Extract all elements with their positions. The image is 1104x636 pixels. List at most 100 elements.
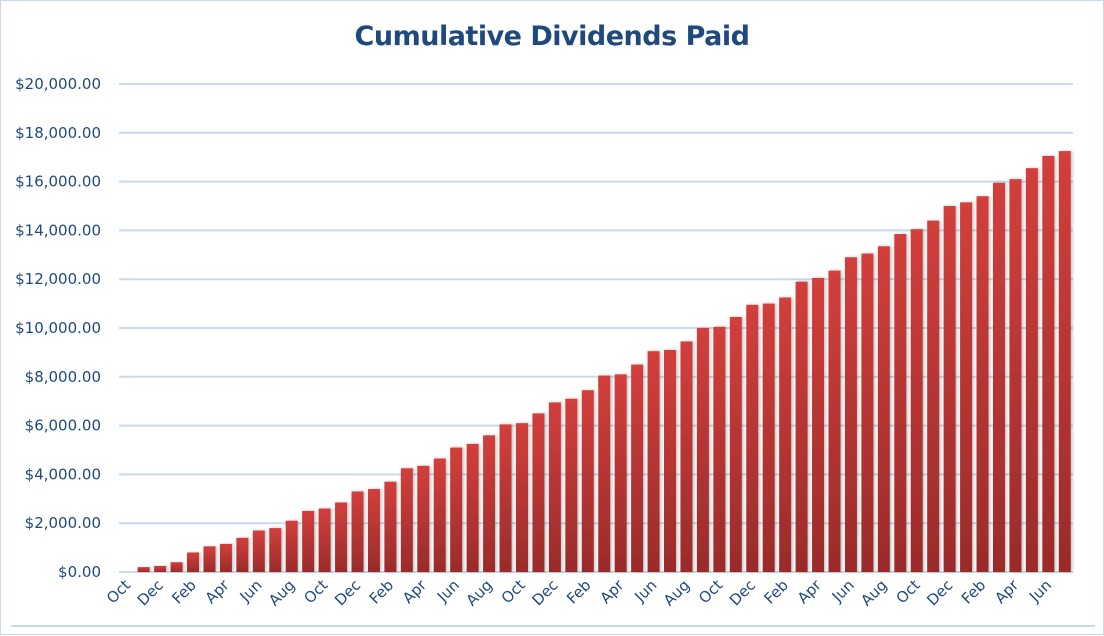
bar xyxy=(236,537,249,572)
x-tick-label: Jun xyxy=(1025,576,1055,606)
bar xyxy=(812,277,825,572)
bar xyxy=(252,530,265,572)
y-tick-label: $18,000.00 xyxy=(15,124,101,142)
x-tick-label: Jun xyxy=(236,576,266,606)
chart-title: Cumulative Dividends Paid xyxy=(354,21,750,52)
x-tick-label: Dec xyxy=(331,576,364,609)
bar xyxy=(976,196,989,573)
x-tick-label: Oct xyxy=(695,576,726,607)
bar xyxy=(483,435,496,572)
bar xyxy=(384,481,397,572)
y-tick-label: $12,000.00 xyxy=(15,270,101,288)
bar xyxy=(318,508,331,572)
bar xyxy=(565,398,578,572)
y-tick-label: $14,000.00 xyxy=(15,221,101,239)
x-tick-label: Dec xyxy=(923,576,956,609)
x-tick-label: Aug xyxy=(660,576,693,609)
bar xyxy=(729,317,742,572)
bar xyxy=(1042,155,1055,573)
bar xyxy=(861,253,874,572)
bar xyxy=(351,491,364,572)
bar xyxy=(614,374,627,572)
bar xyxy=(877,246,890,572)
y-tick-label: $16,000.00 xyxy=(15,173,101,191)
bar xyxy=(417,465,430,572)
x-tick-label: Aug xyxy=(462,576,495,609)
x-tick-label: Feb xyxy=(760,576,792,608)
bar xyxy=(631,364,644,572)
x-tick-label: Apr xyxy=(202,576,234,608)
x-tick-label: Apr xyxy=(991,576,1023,608)
x-tick-label: Oct xyxy=(103,576,134,607)
bar xyxy=(696,328,709,572)
y-tick-label: $10,000.00 xyxy=(15,319,101,337)
bar xyxy=(335,502,348,572)
x-tick-label: Feb xyxy=(958,576,990,608)
bar xyxy=(400,468,413,572)
y-tick-label: $8,000.00 xyxy=(25,368,101,386)
bar xyxy=(450,447,463,572)
bar xyxy=(992,182,1005,572)
x-tick-label: Apr xyxy=(596,576,628,608)
bar xyxy=(1009,179,1022,572)
x-tick-label: Jun xyxy=(630,576,660,606)
bar xyxy=(1025,168,1038,572)
bar xyxy=(844,257,857,572)
x-tick-label: Aug xyxy=(857,576,890,609)
bar xyxy=(219,543,232,572)
x-tick-label: Aug xyxy=(265,576,298,609)
bar xyxy=(548,402,561,572)
bar xyxy=(170,562,183,572)
bar xyxy=(466,443,479,572)
bar xyxy=(285,520,298,572)
bar xyxy=(302,511,315,572)
bar xyxy=(203,546,216,572)
x-tick-label: Feb xyxy=(563,576,595,608)
bar xyxy=(943,206,956,572)
x-tick-label: Apr xyxy=(399,576,431,608)
bar xyxy=(433,458,446,572)
bar xyxy=(762,303,775,572)
y-tick-label: $20,000.00 xyxy=(15,75,101,93)
x-tick-label: Apr xyxy=(794,576,826,608)
bar xyxy=(499,424,512,572)
bar xyxy=(927,220,940,572)
x-tick-label: Dec xyxy=(134,576,167,609)
bar xyxy=(515,423,528,572)
x-tick-label: Jun xyxy=(433,576,463,606)
x-tick-label: Oct xyxy=(498,576,529,607)
bar xyxy=(795,281,808,572)
bar xyxy=(713,326,726,572)
x-tick-label: Feb xyxy=(366,576,398,608)
bar xyxy=(581,390,594,572)
bar xyxy=(367,489,380,572)
y-tick-label: $4,000.00 xyxy=(25,465,101,483)
x-tick-label: Dec xyxy=(726,576,759,609)
bar xyxy=(532,413,545,572)
bar xyxy=(187,552,200,572)
x-tick-label: Oct xyxy=(300,576,331,607)
bar xyxy=(779,297,792,572)
bar xyxy=(680,341,693,572)
bar xyxy=(960,202,973,572)
bar xyxy=(1058,151,1071,572)
y-tick-label: $2,000.00 xyxy=(25,514,101,532)
bar xyxy=(828,270,841,572)
bar xyxy=(910,229,923,572)
x-tick-label: Feb xyxy=(168,576,200,608)
bar xyxy=(154,565,167,572)
x-tick-label: Oct xyxy=(893,576,924,607)
bar xyxy=(647,351,660,572)
x-tick-label: Dec xyxy=(528,576,561,609)
y-tick-label: $0.00 xyxy=(58,563,101,581)
y-tick-label: $6,000.00 xyxy=(25,417,101,435)
bar xyxy=(137,567,150,572)
bar xyxy=(269,528,282,572)
bar xyxy=(746,304,759,572)
bar xyxy=(598,375,611,572)
bar xyxy=(894,234,907,572)
bar xyxy=(664,349,677,572)
x-tick-label: Jun xyxy=(828,576,858,606)
